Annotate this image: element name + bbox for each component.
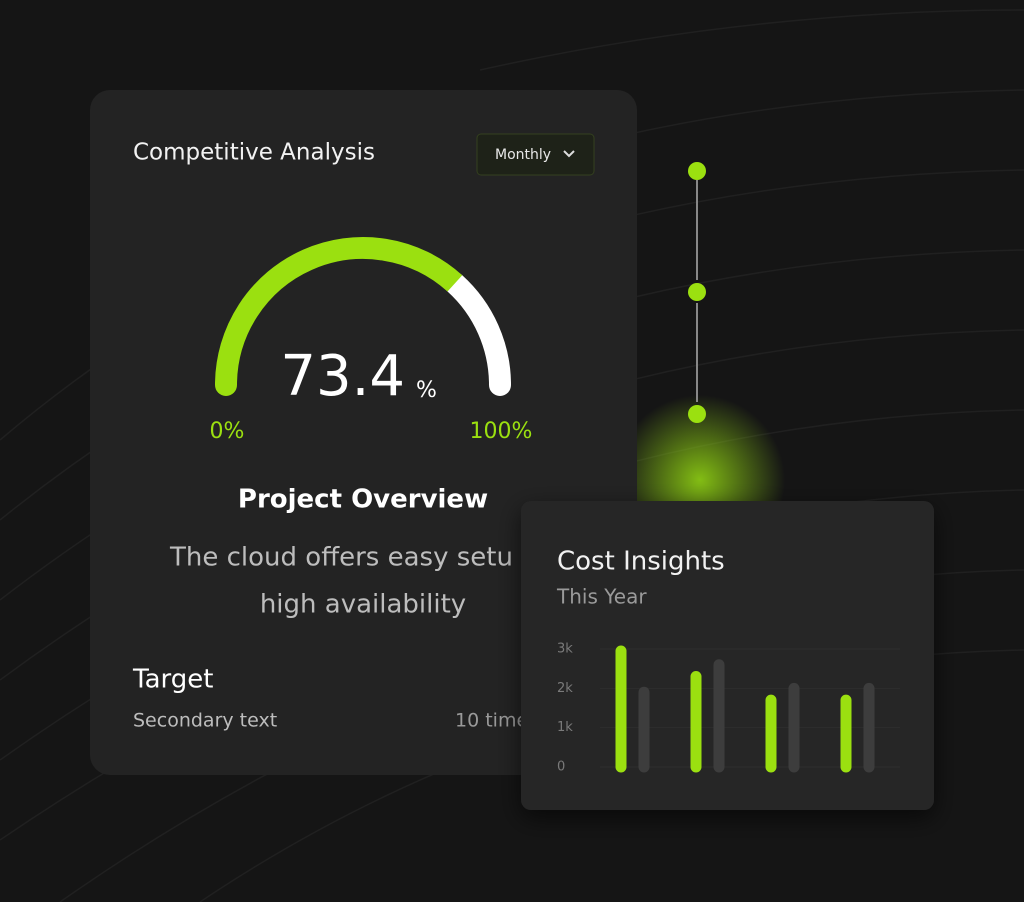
gauge-max: 100% [470, 419, 533, 444]
gauge-value: 73.4 [280, 344, 405, 409]
heading: Project Overview [238, 485, 488, 515]
target-secondary: Secondary text [133, 710, 277, 732]
gauge-unit: % [416, 378, 437, 403]
card-title: Competitive Analysis [133, 140, 375, 166]
body-text: high availability [260, 590, 466, 620]
chevron[interactable] [563, 150, 575, 158]
target-meta: 10 time [455, 710, 528, 732]
plot: 0 1k 2k 3k [557, 642, 900, 775]
chart-subtitle: This Year [556, 585, 647, 609]
dropdown-box[interactable] [476, 133, 595, 176]
dropdown[interactable]: Monthly [476, 133, 595, 176]
gauge [215, 237, 511, 396]
gauge-cap [215, 374, 237, 396]
chart-title: Cost Insights [557, 547, 725, 577]
y-tick-label: 1k [557, 720, 573, 735]
timeline [688, 162, 706, 423]
gauge-fill [215, 237, 463, 386]
dropdown-label[interactable]: Monthly [495, 147, 551, 163]
target-title: Target [132, 665, 213, 695]
y-tick-label: 2k [557, 681, 573, 696]
gauge-min: 0% [210, 419, 245, 444]
gauge-track [443, 272, 511, 396]
y-tick-label: 3k [557, 642, 573, 657]
main-card [90, 90, 637, 775]
body-text: The cloud offers easy setu [169, 543, 513, 573]
y-tick-label: 0 [557, 760, 565, 775]
